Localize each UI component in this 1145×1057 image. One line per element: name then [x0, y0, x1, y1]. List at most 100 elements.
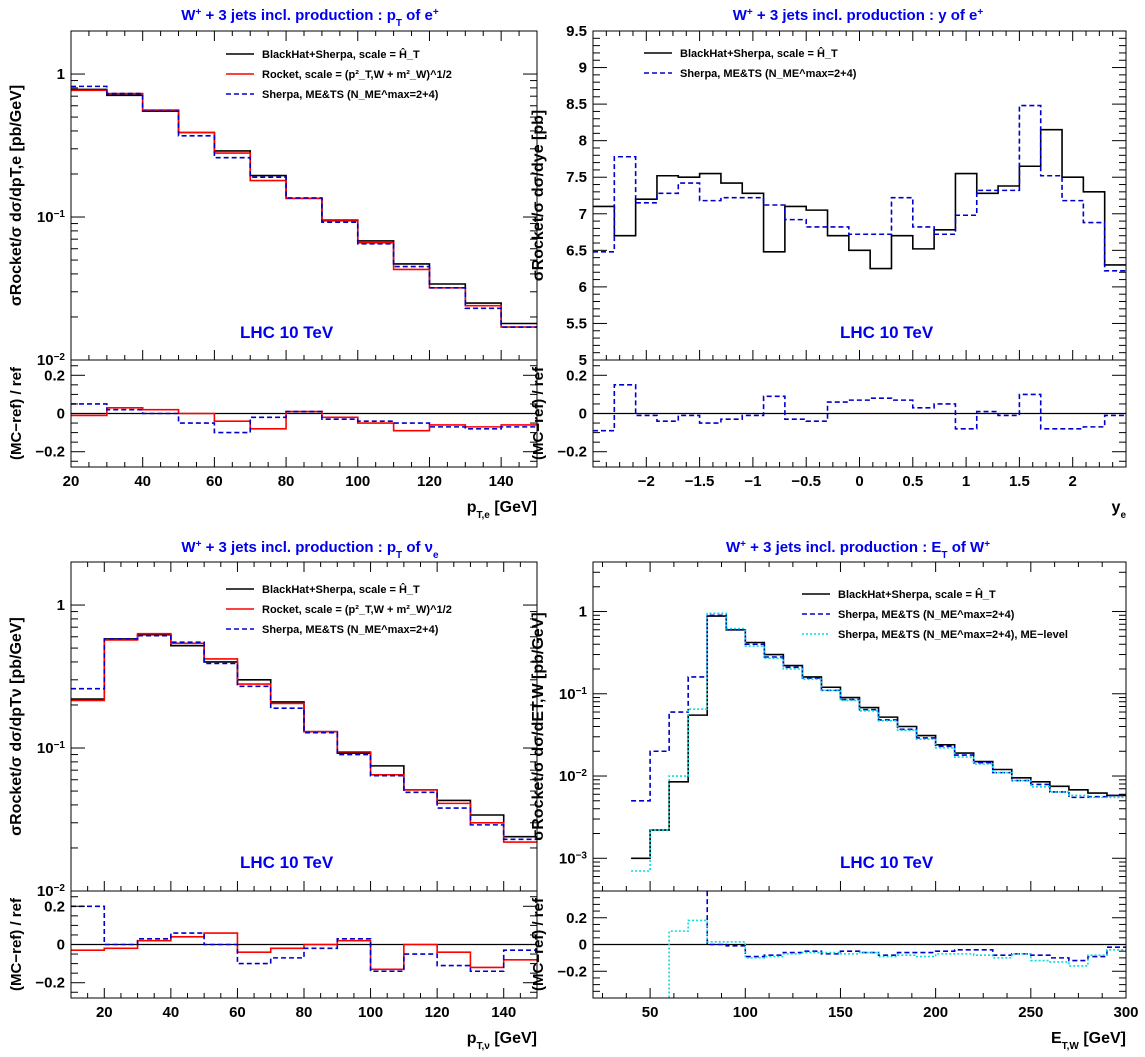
ratio-plot-series: [593, 891, 1126, 998]
x-tick-label: −1.5: [685, 473, 715, 490]
main-plot-frame: [592, 30, 1127, 361]
y-axis-title: σRocket/σ dσ/dye [pb]: [530, 110, 547, 282]
main-plot-series: [71, 632, 537, 843]
legend-label-3: Sherpa, ME&TS (N_ME^max=2+4), ME−level: [838, 629, 1068, 641]
ratio-y-tick-label: 0: [57, 937, 65, 954]
y-tick-label: 1: [579, 604, 587, 621]
x-tick-label: 1: [962, 473, 970, 490]
ratio-series-line-2: [71, 403, 537, 434]
x-tick-label: 100: [345, 473, 370, 490]
y-tick-label: 1: [57, 597, 65, 614]
legend: BlackHat+Sherpa, scale = Ĥ_T Sherpa, ME&T…: [644, 47, 857, 80]
legend-label-3: Sherpa, ME&TS (N_ME^max=2+4): [262, 89, 439, 101]
energy-annotation: LHC 10 TeV: [840, 323, 934, 342]
series-line-1: [593, 128, 1126, 270]
y-tick-label: 10−3: [559, 850, 588, 868]
x-tick-label: 20: [96, 1004, 113, 1021]
ratio-y-axis-title: (MC−ref) / ref: [530, 366, 547, 460]
legend-label-1: BlackHat+Sherpa, scale = Ĥ_T: [262, 583, 420, 596]
ratio-series-line-1: [593, 384, 1126, 432]
y-axis-title: σRocket/σ dσ/dpTν [pb/GeV]: [8, 617, 25, 836]
x-tick-label: 200: [923, 1004, 948, 1021]
ratio-y-tick-label: 0.2: [44, 367, 65, 384]
x-tick-label: 80: [278, 473, 295, 490]
chart-title: W+ + 3 jets incl. production : pT of e+: [181, 7, 439, 29]
y-tick-label: 1: [57, 66, 65, 83]
series-line-3: [71, 634, 537, 841]
ratio-y-tick-label: 0: [579, 406, 587, 423]
x-tick-label: −0.5: [791, 473, 821, 490]
legend-label-1: BlackHat+Sherpa, scale = Ĥ_T: [838, 588, 996, 601]
series-line-2: [593, 104, 1126, 272]
ratio-series-line-2: [668, 919, 1126, 998]
x-axis-title: pT,ν [GeV]: [467, 1030, 537, 1052]
x-tick-label: 100: [733, 1004, 758, 1021]
legend-label-2: Rocket, scale = (p²_T,W + m²_W)^1/2: [262, 604, 452, 616]
y-tick-label: 6.5: [566, 242, 587, 259]
legend-label-2: Rocket, scale = (p²_T,W + m²_W)^1/2: [262, 69, 452, 81]
series-line-2: [71, 632, 537, 843]
x-axis-title: ye: [1112, 499, 1127, 521]
series-line-2: [631, 614, 1126, 802]
x-tick-label: 140: [491, 1004, 516, 1021]
x-tick-label: 150: [828, 1004, 853, 1021]
energy-annotation: LHC 10 TeV: [240, 853, 334, 872]
x-tick-label: 120: [417, 473, 442, 490]
y-tick-label: 5.5: [566, 315, 587, 332]
ratio-y-tick-label: 0: [57, 406, 65, 423]
series-line-1: [71, 633, 537, 838]
ratio-y-tick-label: −0.2: [35, 975, 65, 992]
ratio-series-line-1: [71, 932, 537, 971]
main-plot-series: [71, 85, 537, 328]
ratio-y-tick-label: −0.2: [557, 444, 587, 461]
legend-label-1: BlackHat+Sherpa, scale = Ĥ_T: [262, 48, 420, 61]
chart-panel-1: W+ + 3 jets incl. production : pT of e+ 2…: [8, 7, 538, 521]
main-plot-series: [631, 612, 1126, 872]
ratio-series-line-1: [706, 891, 1126, 962]
x-tick-label: 40: [134, 473, 151, 490]
series-line-3: [71, 85, 537, 328]
y-tick-label: 8: [579, 133, 587, 150]
main-plot-series: [593, 104, 1126, 272]
ratio-y-tick-label: 0.2: [44, 898, 65, 915]
ratio-y-tick-label: 0.2: [566, 367, 587, 384]
ratio-y-tick-label: −0.2: [557, 963, 587, 980]
chart-title: W+ + 3 jets incl. production : y of e+: [733, 7, 984, 25]
legend: BlackHat+Sherpa, scale = Ĥ_T Rocket, scal…: [226, 48, 452, 101]
chart-title: W+ + 3 jets incl. production : ET of W+: [726, 539, 990, 561]
x-tick-label: 0.5: [902, 473, 923, 490]
legend: BlackHat+Sherpa, scale = Ĥ_T Rocket, scal…: [226, 583, 452, 636]
ratio-y-axis-title: (MC−ref) / ref: [8, 897, 25, 991]
y-tick-label: 6: [579, 279, 587, 296]
y-tick-label: 7: [579, 206, 587, 223]
x-tick-label: 20: [63, 473, 80, 490]
x-tick-label: 100: [358, 1004, 383, 1021]
y-tick-label: 10−1: [37, 209, 66, 227]
series-line-3: [631, 612, 1126, 872]
energy-annotation: LHC 10 TeV: [840, 853, 934, 872]
x-tick-label: 40: [163, 1004, 180, 1021]
ratio-y-tick-label: 0: [579, 937, 587, 954]
x-tick-label: 1.5: [1009, 473, 1030, 490]
series-line-2: [71, 89, 537, 328]
series-line-1: [631, 615, 1126, 860]
legend-label-2: Sherpa, ME&TS (N_ME^max=2+4): [680, 68, 857, 80]
ratio-y-tick-label: −0.2: [35, 444, 65, 461]
y-tick-label: 10−1: [559, 685, 588, 703]
y-tick-label: 10−2: [559, 768, 588, 786]
chart-panel-3: W+ + 3 jets incl. production : pT of νe 2…: [8, 539, 538, 1052]
y-tick-label: 9.5: [566, 23, 587, 40]
y-axis-title: σRocket/σ dσ/dpT,e [pb/GeV]: [8, 85, 25, 306]
x-tick-label: −1: [744, 473, 761, 490]
ratio-y-axis-title: (MC−ref) / ref: [530, 897, 547, 991]
x-tick-label: 300: [1113, 1004, 1138, 1021]
y-tick-label: 10−1: [37, 740, 66, 758]
ratio-plot-series: [71, 905, 537, 973]
y-tick-label: 9: [579, 60, 587, 77]
x-tick-label: 2: [1069, 473, 1077, 490]
y-tick-label: 7.5: [566, 169, 587, 186]
legend-label-3: Sherpa, ME&TS (N_ME^max=2+4): [262, 624, 439, 636]
ratio-plot-series: [71, 403, 537, 434]
x-tick-label: 50: [642, 1004, 659, 1021]
